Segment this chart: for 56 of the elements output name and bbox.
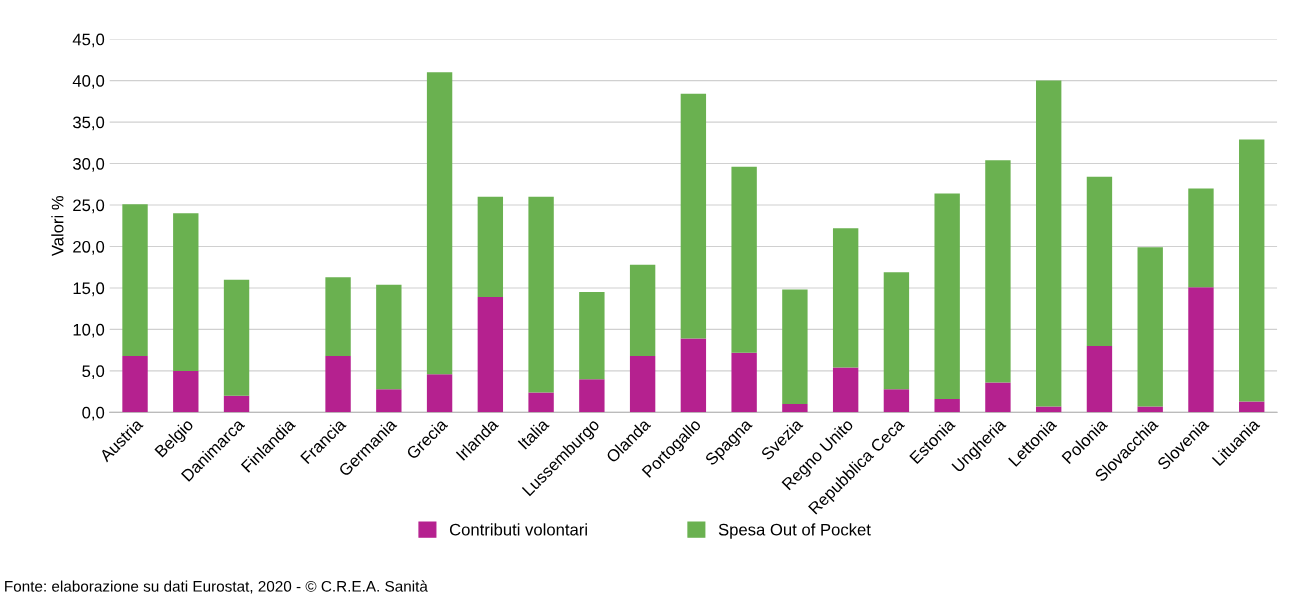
legend-label: Contributi volontari [449, 523, 587, 536]
y-tick-label: 15,0 [73, 282, 105, 297]
bar [223, 395, 250, 413]
bar [934, 193, 960, 400]
bar [1239, 139, 1265, 402]
y-tick-label: 5,0 [82, 365, 105, 380]
bar [122, 355, 148, 413]
y-tick-label: 25,0 [73, 199, 105, 214]
bar [883, 272, 910, 390]
bar [782, 289, 808, 405]
bar [934, 399, 960, 413]
source-note: Fonte: elaborazione su dati Eurostat, 2020 - © C.R.E.A. Sanità [5, 580, 428, 594]
bar [173, 370, 199, 413]
bar [579, 292, 605, 380]
bar [1188, 287, 1214, 413]
bar [1036, 80, 1062, 407]
bar [1086, 346, 1113, 413]
bar [832, 367, 859, 413]
bar [579, 379, 605, 413]
bar [325, 355, 351, 413]
y-tick-label: 0,0 [82, 406, 105, 421]
bar [731, 352, 757, 413]
bar [122, 204, 148, 356]
bar [376, 389, 402, 413]
bar [173, 213, 199, 371]
bar [782, 404, 808, 413]
bar [985, 160, 1011, 383]
bar [477, 196, 504, 298]
y-tick-label: 30,0 [72, 157, 105, 172]
bar [325, 277, 351, 356]
y-tick-label: 20,0 [73, 240, 105, 255]
bar [680, 338, 707, 413]
bar [680, 93, 707, 339]
bar [985, 382, 1011, 413]
y-tick-label: 40,0 [72, 75, 105, 89]
bar [1239, 401, 1265, 413]
bar [731, 166, 757, 353]
legend-label: Spesa Out of Pocket [718, 523, 871, 539]
bar [832, 228, 859, 368]
bar [1137, 247, 1163, 407]
bar [883, 389, 910, 413]
bar [1188, 188, 1214, 288]
y-axis-title: Valori % [51, 195, 64, 257]
bar [1086, 176, 1113, 347]
bar [223, 279, 250, 396]
bar [528, 392, 554, 413]
bar [528, 196, 554, 393]
y-tick-label: 45,0 [72, 33, 105, 48]
bar [477, 297, 504, 413]
bar [426, 374, 453, 413]
bar [376, 284, 402, 390]
bar [629, 355, 656, 413]
bar [629, 264, 656, 356]
y-tick-label: 10,0 [73, 323, 105, 338]
bar [426, 72, 453, 375]
y-tick-label: 35,0 [72, 116, 105, 131]
